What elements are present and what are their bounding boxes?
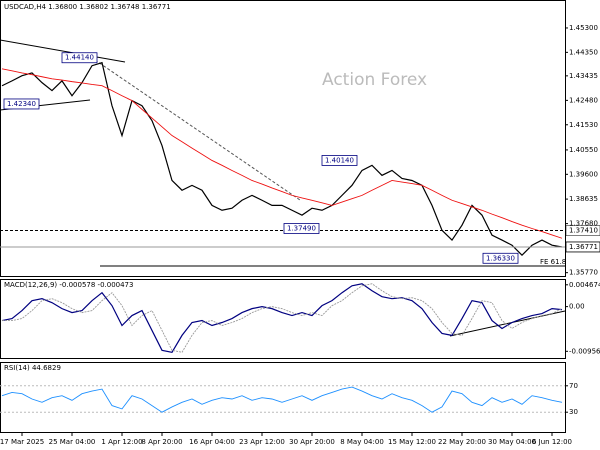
x-tick-label: 8 Apr 20:00 — [141, 438, 182, 446]
level-box — [565, 225, 600, 236]
rsi-title: RSI(14) 44.6829 — [4, 364, 61, 372]
price-line — [1, 68, 563, 239]
last-box — [565, 241, 600, 253]
price-line — [2, 283, 563, 353]
x-tick-label: 23 Apr 12:00 — [239, 438, 285, 446]
price-line — [1, 386, 563, 413]
annotation-box — [482, 252, 519, 264]
x-tick-label: 30 Apr 20:00 — [289, 438, 335, 446]
level-label: 1.37410 — [569, 227, 598, 235]
annotation-label: 1.36330 — [486, 254, 515, 262]
fe-label: FE 61.8 — [540, 258, 566, 266]
header: USDCAD,H4 1.36800 1.36802 1.36748 1.3677… — [4, 3, 171, 11]
annotation-box — [283, 223, 320, 234]
y-tick-label: 1.37680 — [569, 220, 598, 228]
trendline — [94, 59, 301, 201]
y-tick-label: -0.009568 — [569, 347, 600, 355]
trendline — [0, 39, 126, 63]
x-tick-label: 22 May 20:00 — [438, 438, 486, 446]
annotation-label: 1.44140 — [65, 54, 94, 62]
y-tick-label: 1.38635 — [569, 195, 598, 203]
y-tick-label: 0.004674 — [569, 281, 600, 289]
y-tick-label: 30 — [569, 408, 578, 416]
x-tick-label: 1 Apr 12:00 — [101, 438, 142, 446]
y-tick-label: 70 — [569, 382, 578, 390]
macd-title: MACD(12,26,9) -0.000578 -0.000473 — [4, 281, 133, 289]
price-line — [1, 61, 563, 257]
y-tick-label: 1.43435 — [569, 72, 598, 80]
last-label: 1.36771 — [569, 243, 598, 251]
x-tick-label: 30 May 04:00 — [488, 438, 536, 446]
annotation-label: 1.37490 — [287, 224, 316, 232]
y-tick-label: 1.44350 — [569, 48, 598, 56]
x-tick-label: 15 May 12:00 — [388, 438, 436, 446]
annotation-box — [321, 155, 358, 166]
y-tick-label: 1.45300 — [569, 24, 598, 32]
annotation-box — [3, 98, 40, 110]
x-tick-label: 17 Mar 2025 — [0, 438, 44, 446]
y-tick-label: 0.00 — [569, 303, 585, 311]
price-line — [1, 283, 563, 353]
y-tick-label: 1.41530 — [569, 121, 598, 129]
annotation-label: 1.40140 — [325, 156, 354, 164]
y-tick-label: 1.35770 — [569, 269, 598, 277]
x-tick-label: 16 Apr 04:00 — [189, 438, 235, 446]
y-tick-label: 1.39600 — [569, 170, 598, 178]
x-tick-label: 6 Jun 12:00 — [532, 438, 572, 446]
x-tick-label: 25 Mar 04:00 — [49, 438, 96, 446]
macd-panel — [0, 279, 566, 359]
rsi-panel — [0, 362, 566, 433]
annotation-box — [61, 52, 98, 64]
annotation-label: 1.42340 — [7, 100, 36, 108]
watermark: Action Forex — [322, 70, 427, 90]
y-tick-label: 1.40550 — [569, 146, 598, 154]
price-panel — [0, 0, 566, 277]
x-tick-label: 8 May 04:00 — [340, 438, 384, 446]
y-tick-label: 1.42480 — [569, 96, 598, 104]
